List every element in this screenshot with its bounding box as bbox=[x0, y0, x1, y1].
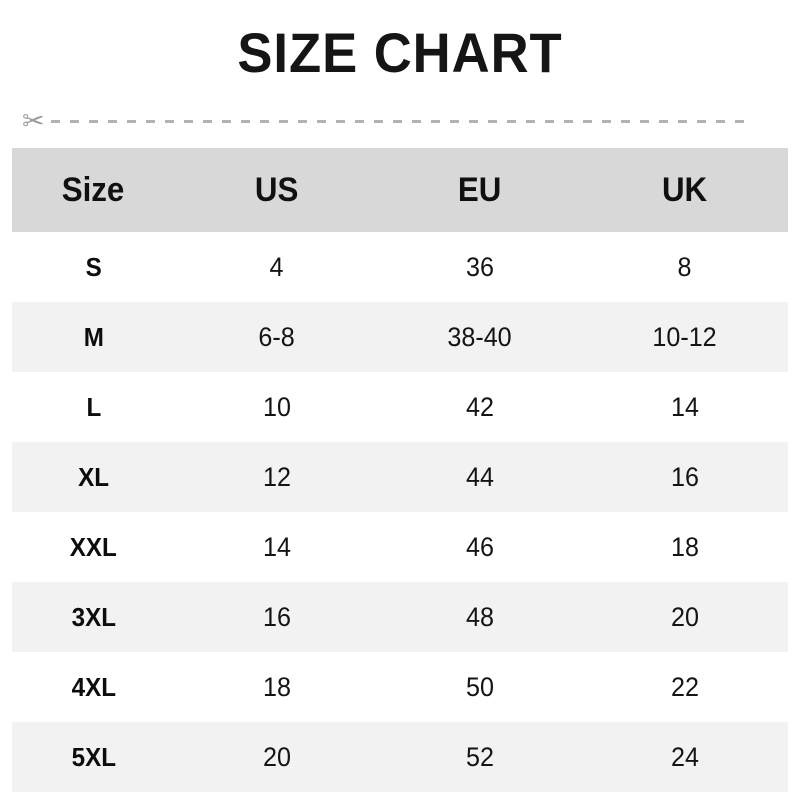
cell-eu-value: 36 bbox=[465, 251, 494, 282]
cell-eu-value: 48 bbox=[465, 601, 494, 632]
cell-eu: 50 bbox=[378, 652, 581, 722]
cell-size: S bbox=[12, 232, 175, 302]
cell-eu-value: 52 bbox=[465, 741, 494, 772]
cell-eu: 36 bbox=[378, 232, 581, 302]
cell-eu-value: 44 bbox=[465, 461, 494, 492]
column-header-size-label: Size bbox=[62, 171, 125, 209]
cell-size: 4XL bbox=[12, 652, 175, 722]
cell-uk-value: 20 bbox=[670, 601, 699, 632]
cell-uk: 18 bbox=[582, 512, 788, 582]
cell-us-value: 12 bbox=[262, 461, 291, 492]
cell-uk: 10-12 bbox=[582, 302, 788, 372]
cell-uk-value: 14 bbox=[670, 391, 699, 422]
column-header-us-label: US bbox=[254, 171, 299, 209]
cell-us-value: 4 bbox=[269, 251, 284, 282]
cell-uk: 24 bbox=[582, 722, 788, 792]
cell-eu: 48 bbox=[378, 582, 581, 652]
cell-us-value: 18 bbox=[262, 671, 291, 702]
cell-eu: 44 bbox=[378, 442, 581, 512]
size-chart-table: Size US EU UK S 4 bbox=[12, 148, 788, 792]
table-row: M 6-8 38-40 10-12 bbox=[12, 302, 788, 372]
cell-size: XXL bbox=[12, 512, 175, 582]
cell-size: 5XL bbox=[12, 722, 175, 792]
page-title: SIZE CHART bbox=[237, 21, 563, 84]
dashed-divider bbox=[50, 119, 754, 123]
cell-size-value: L bbox=[86, 392, 101, 422]
cell-us-value: 10 bbox=[262, 391, 291, 422]
cell-us: 4 bbox=[175, 232, 378, 302]
cell-size-value: 4XL bbox=[71, 672, 116, 702]
cell-uk: 20 bbox=[582, 582, 788, 652]
cell-eu: 46 bbox=[378, 512, 581, 582]
cell-uk: 22 bbox=[582, 652, 788, 722]
cell-us: 12 bbox=[175, 442, 378, 512]
table-row: S 4 36 8 bbox=[12, 232, 788, 302]
cut-line: ✂ bbox=[22, 104, 778, 138]
column-header-uk: UK bbox=[582, 148, 788, 232]
table-row: 5XL 20 52 24 bbox=[12, 722, 788, 792]
column-header-eu-label: EU bbox=[458, 171, 502, 209]
cell-uk-value: 16 bbox=[670, 461, 699, 492]
cell-uk-value: 10-12 bbox=[652, 321, 717, 352]
table-row: XL 12 44 16 bbox=[12, 442, 788, 512]
cell-eu: 52 bbox=[378, 722, 581, 792]
cell-us: 6-8 bbox=[175, 302, 378, 372]
cell-us-value: 20 bbox=[262, 741, 291, 772]
cell-size-value: XXL bbox=[69, 532, 117, 562]
cell-uk-value: 22 bbox=[670, 671, 699, 702]
table-body: S 4 36 8 M 6-8 38 bbox=[12, 232, 788, 792]
cell-uk: 16 bbox=[582, 442, 788, 512]
cell-size-value: M bbox=[83, 322, 104, 352]
cell-size: M bbox=[12, 302, 175, 372]
cell-size: 3XL bbox=[12, 582, 175, 652]
table-row: XXL 14 46 18 bbox=[12, 512, 788, 582]
cell-us: 16 bbox=[175, 582, 378, 652]
page-title-container: SIZE CHART bbox=[0, 22, 800, 84]
cell-size-value: 5XL bbox=[71, 742, 116, 772]
cell-us: 10 bbox=[175, 372, 378, 442]
table-row: 3XL 16 48 20 bbox=[12, 582, 788, 652]
cell-eu-value: 42 bbox=[465, 391, 494, 422]
cell-us: 20 bbox=[175, 722, 378, 792]
table-row: 4XL 18 50 22 bbox=[12, 652, 788, 722]
table-header: Size US EU UK bbox=[12, 148, 788, 232]
cell-size: XL bbox=[12, 442, 175, 512]
cell-size: L bbox=[12, 372, 175, 442]
cell-uk-value: 18 bbox=[670, 531, 699, 562]
cell-eu-value: 46 bbox=[465, 531, 494, 562]
scissors-icon: ✂ bbox=[22, 105, 45, 136]
column-header-eu: EU bbox=[378, 148, 581, 232]
cell-us: 18 bbox=[175, 652, 378, 722]
cell-us-value: 14 bbox=[262, 531, 291, 562]
cell-us-value: 16 bbox=[262, 601, 291, 632]
cell-uk: 14 bbox=[582, 372, 788, 442]
table-row: L 10 42 14 bbox=[12, 372, 788, 442]
cell-eu-value: 38-40 bbox=[447, 321, 513, 352]
column-header-uk-label: UK bbox=[662, 171, 708, 209]
cell-eu-value: 50 bbox=[465, 671, 494, 702]
cell-eu: 38-40 bbox=[378, 302, 581, 372]
cell-uk: 8 bbox=[582, 232, 788, 302]
column-header-size: Size bbox=[12, 148, 175, 232]
cell-us-value: 6-8 bbox=[258, 321, 295, 352]
cell-uk-value: 8 bbox=[677, 251, 692, 282]
cell-size-value: 3XL bbox=[71, 602, 116, 632]
cell-us: 14 bbox=[175, 512, 378, 582]
cell-size-value: XL bbox=[78, 462, 109, 492]
table-header-row: Size US EU UK bbox=[12, 148, 788, 232]
cell-eu: 42 bbox=[378, 372, 581, 442]
cell-size-value: S bbox=[85, 252, 102, 282]
column-header-us: US bbox=[175, 148, 378, 232]
cell-uk-value: 24 bbox=[670, 741, 699, 772]
